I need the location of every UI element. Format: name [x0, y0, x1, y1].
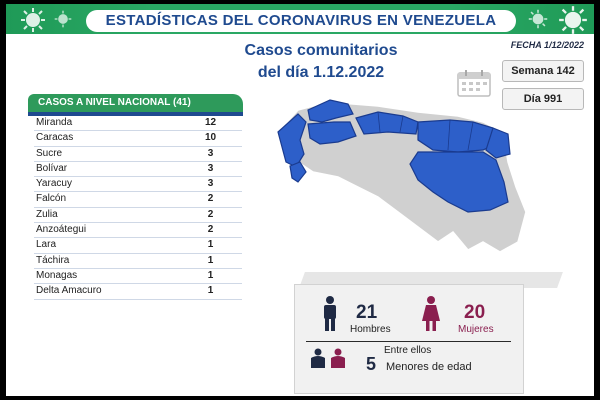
state-name: Táchira — [36, 254, 70, 266]
state-name: Miranda — [36, 117, 73, 128]
minors-intro: Entre ellos — [384, 345, 432, 356]
state-name: Zulia — [36, 208, 58, 220]
children-icon — [311, 348, 345, 368]
day-badge: Día 991 — [502, 88, 584, 110]
minors-label: Menores de edad — [386, 361, 472, 373]
case-count: 1 — [207, 239, 214, 251]
table-row: Falcón 2 — [34, 192, 242, 208]
case-count: 3 — [207, 147, 214, 159]
man-icon — [324, 296, 336, 331]
calendar-icon — [457, 70, 491, 97]
virus-icon — [559, 6, 587, 34]
state-name: Yaracuy — [36, 178, 72, 190]
venezuela-map — [277, 99, 527, 253]
state-name: Lara — [36, 239, 57, 251]
cases-table: Miranda 12 Caracas 10 Sucre 3 Bolívar 3 Yaracuy 3… — [34, 116, 242, 300]
date-label: FECHA 1/12/2022 — [510, 40, 584, 50]
virus-icon — [54, 10, 72, 28]
cases-table-title: CASOS A NIVEL NACIONAL (41) — [38, 97, 191, 108]
header-underline — [28, 112, 243, 116]
table-row: Táchira 1 — [34, 254, 242, 269]
women-label: Mujeres — [458, 324, 494, 335]
state-name: Bolívar — [36, 162, 68, 174]
case-count: 1 — [207, 269, 214, 281]
table-row: Zulia 2 — [34, 208, 242, 224]
state-name: Caracas — [36, 132, 74, 144]
infographic-frame: ESTADÍSTICAS DEL CORONAVIRUS EN VENEZUEL… — [6, 4, 594, 396]
men-label: Hombres — [350, 324, 391, 335]
state-name: Monagas — [36, 269, 78, 281]
state-name: Falcón — [36, 193, 67, 205]
virus-icon — [21, 8, 45, 32]
case-count: 2 — [207, 193, 214, 205]
header-banner: ESTADÍSTICAS DEL CORONAVIRUS EN VENEZUEL… — [6, 4, 594, 34]
table-row: Caracas 10 — [34, 131, 242, 147]
cases-table-header: CASOS A NIVEL NACIONAL (41) — [28, 94, 243, 116]
woman-icon — [422, 296, 440, 331]
map-bolivar — [409, 151, 509, 213]
virus-icon — [528, 9, 548, 29]
table-row: Miranda 12 — [34, 116, 242, 132]
table-row: Bolívar 3 — [34, 162, 242, 178]
state-name: Anzoátegui — [36, 224, 87, 236]
case-count: 3 — [207, 178, 214, 190]
page-title: ESTADÍSTICAS DEL CORONAVIRUS EN VENEZUEL… — [86, 10, 516, 32]
table-row: Monagas 1 — [34, 269, 242, 285]
subtitle: Casos comunitarios del día 1.12.2022 — [196, 40, 446, 84]
subtitle-line-2: del día 1.12.2022 — [257, 64, 385, 81]
case-count: 12 — [204, 117, 217, 128]
map-falcon — [307, 99, 354, 123]
table-row: Sucre 3 — [34, 147, 242, 162]
table-row: Anzoátegui 2 — [34, 223, 242, 239]
case-count: 1 — [207, 285, 214, 297]
case-count: 2 — [207, 224, 214, 236]
map-delta-amacuro — [485, 127, 511, 159]
men-count: 21 — [356, 302, 378, 323]
state-name: Delta Amacuro — [36, 285, 102, 297]
table-row: Yaracuy 3 — [34, 177, 242, 193]
case-count: 2 — [207, 208, 214, 220]
table-row: Delta Amacuro 1 — [34, 284, 242, 300]
week-badge: Semana 142 — [502, 60, 584, 82]
map-tachira — [289, 161, 307, 183]
state-name: Sucre — [36, 147, 63, 159]
case-count: 1 — [207, 254, 214, 266]
map-zulia — [277, 113, 307, 168]
women-count: 20 — [464, 302, 486, 323]
table-row: Lara 1 — [34, 238, 242, 254]
stats-divider — [306, 341, 511, 342]
case-count: 10 — [204, 132, 217, 144]
map-lara-yaracuy — [307, 121, 357, 145]
subtitle-line-1: Casos comunitarios — [244, 42, 398, 59]
case-count: 3 — [207, 162, 214, 174]
minors-count: 5 — [366, 354, 377, 374]
